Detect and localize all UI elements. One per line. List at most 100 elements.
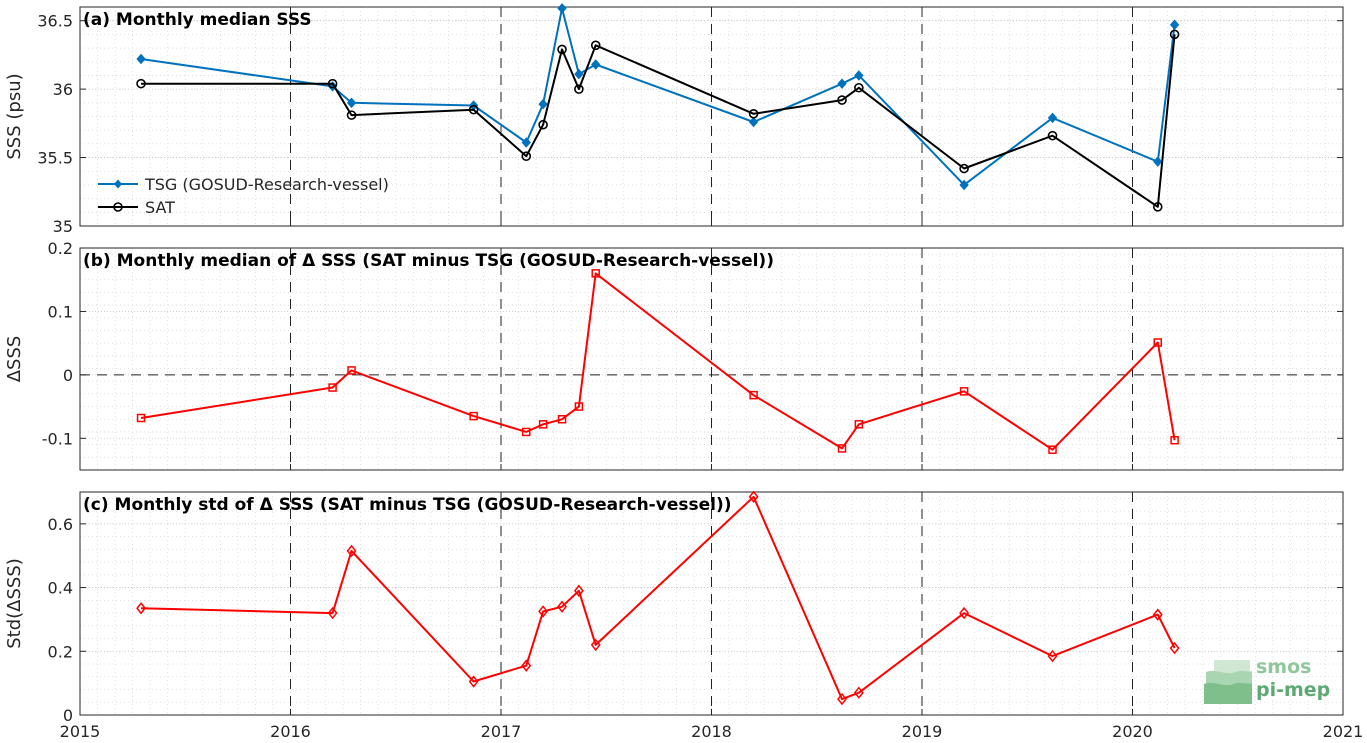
data-point (1169, 29, 1180, 40)
x-tick-label: 2016 (270, 722, 311, 741)
data-point (573, 584, 584, 597)
y-tick-label: 36.5 (37, 12, 73, 31)
series-line (141, 34, 1176, 208)
logo-waves-icon (1204, 660, 1252, 704)
y-tick-label: 0.2 (48, 239, 73, 258)
data-point (1153, 156, 1163, 167)
legend-marker (114, 179, 122, 189)
data-point (837, 78, 847, 89)
data-point (538, 605, 549, 618)
panel-title: (b) Monthly median of Δ SSS (SAT minus T… (83, 251, 774, 271)
data-point (748, 108, 759, 119)
data-point (574, 84, 584, 94)
data-point (522, 427, 531, 437)
series-delta-sss (136, 490, 1180, 706)
panels: 35 35.5 36 36.5 SSS (psu) (a) Monthly median … (4, 3, 1344, 725)
data-point (136, 78, 146, 89)
data-point (748, 116, 759, 128)
data-point (590, 40, 601, 51)
data-point (959, 163, 969, 174)
data-point (557, 3, 567, 14)
series-line (140, 272, 1176, 451)
data-point (837, 95, 847, 105)
y-tick-label: 0.6 (48, 515, 73, 534)
y-tick-label: 0.2 (48, 642, 73, 661)
data-point (1047, 112, 1058, 124)
panel-c: 0 0.2 0.4 0.6 Std(ΔSSS) (c) Monthly std of Δ … (4, 490, 1344, 725)
data-point (557, 600, 568, 613)
data-point (468, 104, 479, 115)
data-point (1169, 19, 1180, 31)
x-tick-label: 2017 (481, 722, 522, 741)
data-point (574, 68, 584, 80)
logo-pi-mep-text: pi-mep (1256, 679, 1330, 701)
data-point (837, 692, 847, 706)
x-tick-label: 2020 (1112, 722, 1153, 741)
panel-a: 35 35.5 36 36.5 SSS (psu) (a) Monthly median … (4, 3, 1344, 236)
data-point (346, 544, 357, 558)
data-point (521, 659, 532, 672)
y-axis-label: ΔSSS (4, 336, 25, 383)
y-tick-label: 0.4 (48, 579, 73, 598)
series-delta-sss (136, 269, 1179, 454)
data-point (136, 413, 146, 423)
data-point (346, 110, 357, 120)
data-point (1048, 445, 1057, 454)
data-point (557, 44, 567, 55)
data-point (521, 137, 531, 148)
data-point (749, 390, 758, 400)
panel-title: (c) Monthly std of Δ SSS (SAT minus TSG … (83, 495, 731, 515)
data-point (591, 59, 601, 70)
data-point (854, 70, 864, 81)
data-point (574, 402, 584, 411)
x-tick-label: 2019 (902, 722, 943, 741)
data-point (346, 97, 357, 109)
data-point (1153, 338, 1163, 347)
data-point (328, 383, 337, 392)
data-point (327, 78, 338, 89)
x-tick-label: 2018 (691, 722, 732, 741)
data-point (136, 53, 146, 65)
y-tick-label: 0 (63, 706, 73, 725)
series-line (140, 495, 1176, 701)
data-point (590, 638, 601, 652)
data-point (748, 490, 759, 503)
data-point (1169, 641, 1180, 655)
y-tick-label: 36 (53, 80, 73, 99)
data-point (837, 444, 847, 453)
data-point (959, 179, 969, 191)
y-axis-label: SSS (psu) (4, 73, 25, 159)
data-point (959, 387, 969, 396)
data-point (557, 415, 567, 424)
data-point (327, 606, 338, 620)
panel-b: -0.1 0 0.1 0.2 ΔSSS (b) Monthly median of Δ S… (4, 239, 1344, 471)
data-point (538, 119, 548, 130)
x-tick-label: 2021 (1323, 722, 1364, 741)
data-point (959, 606, 970, 620)
data-point (1170, 435, 1179, 445)
data-point (1152, 608, 1163, 621)
y-tick-label: 35 (53, 217, 73, 236)
y-axis-label: Std(ΔSSS) (4, 558, 25, 649)
y-tick-label: 0 (63, 366, 73, 385)
legend-label: TSG (GOSUD-Research-vessel) (144, 175, 389, 194)
data-point (1152, 202, 1163, 212)
data-point (854, 82, 864, 93)
legend: TSG (GOSUD-Research-vessel) SAT (98, 175, 389, 217)
y-tick-label: 35.5 (37, 149, 73, 168)
data-point (136, 602, 147, 615)
data-point (538, 420, 548, 429)
data-point (538, 98, 548, 110)
y-tick-label: -0.1 (42, 429, 73, 448)
logo-smos-text: smos (1256, 656, 1311, 678)
data-point (591, 269, 600, 278)
legend-label: SAT (145, 198, 175, 217)
data-point (469, 411, 478, 421)
data-point (468, 675, 479, 688)
data-point (853, 686, 864, 699)
x-tick-label: 2015 (60, 722, 101, 741)
data-point (1047, 649, 1058, 663)
panel-title: (a) Monthly median SSS (83, 10, 312, 30)
smos-pi-mep-logo: smos pi-mep (1204, 656, 1330, 704)
